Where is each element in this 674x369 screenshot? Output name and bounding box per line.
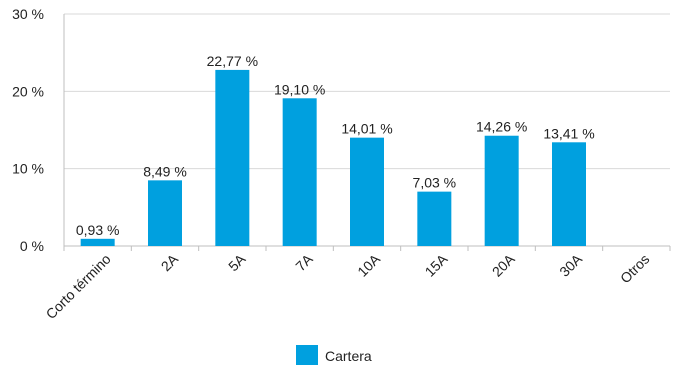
bar-1 xyxy=(148,180,182,246)
y-tick-label: 20 % xyxy=(12,83,44,99)
legend-swatch-cartera xyxy=(296,345,318,365)
bar-4 xyxy=(350,137,384,246)
x-tick-label: 7A xyxy=(292,250,316,274)
x-tick-label: 2A xyxy=(158,250,182,274)
bar-2 xyxy=(215,69,250,246)
bar-0 xyxy=(80,238,115,246)
axes xyxy=(63,14,671,251)
data-label: 8,49 % xyxy=(143,163,187,179)
data-label: 0,93 % xyxy=(76,222,120,238)
data-label: 19,10 % xyxy=(274,81,325,97)
data-label: 7,03 % xyxy=(413,175,457,191)
data-label: 13,41 % xyxy=(543,125,594,141)
x-tick-label: Otros xyxy=(617,251,653,287)
x-tick-label: 30A xyxy=(556,250,585,279)
y-tick-label: 0 % xyxy=(20,238,44,254)
legend-label-cartera: Cartera xyxy=(325,348,372,364)
x-tick-label: 5A xyxy=(225,250,249,274)
data-label: 14,26 % xyxy=(476,119,527,135)
data-labels: 0,93 % 8,49 % 22,77 % 19,10 % 14,01 % 7,03 % 1… xyxy=(76,53,595,238)
data-label: 22,77 % xyxy=(207,53,258,69)
bars xyxy=(80,69,586,246)
x-tick-label: 15A xyxy=(422,250,451,279)
bar-7 xyxy=(552,142,586,246)
data-label: 14,01 % xyxy=(341,121,392,137)
bar-6 xyxy=(484,135,519,246)
y-tick-label: 10 % xyxy=(12,161,44,177)
bar-3 xyxy=(282,98,317,246)
x-tick-labels: Corto término 2A 5A 7A 10A 15A 20A 30A Otros xyxy=(43,250,653,322)
y-tick-label: 30 % xyxy=(12,6,44,22)
x-tick-label: 20A xyxy=(489,250,518,279)
x-tick-label: 10A xyxy=(354,250,383,279)
y-tick-labels: 0 % 10 % 20 % 30 % xyxy=(12,6,44,254)
legend: Cartera xyxy=(296,345,372,365)
x-tick-label: Corto término xyxy=(43,251,114,322)
bar-5 xyxy=(417,191,452,246)
